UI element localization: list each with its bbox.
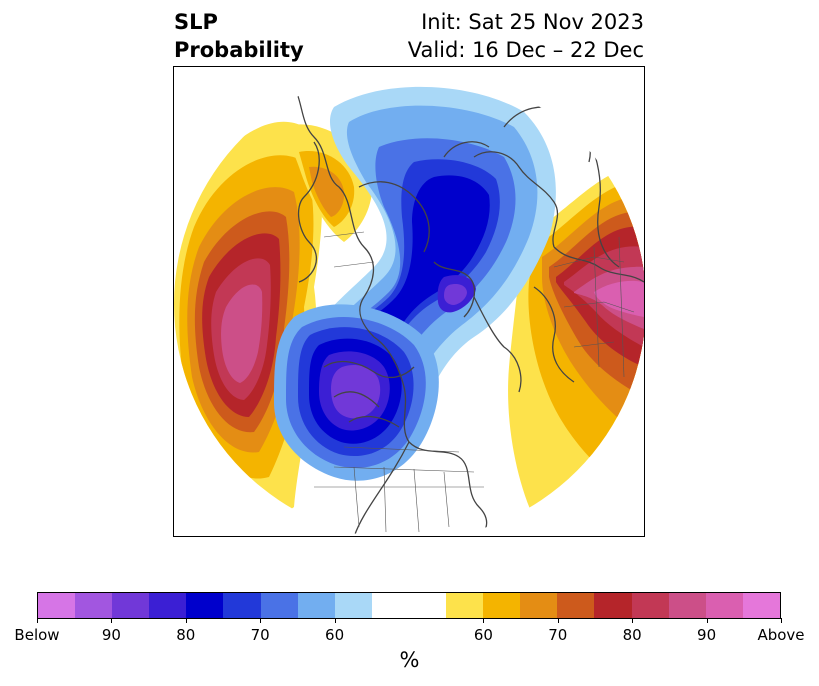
colorbar-below-swatch-4: [186, 593, 224, 618]
map-canvas: [174, 68, 644, 536]
variable-label: SLP: [174, 10, 218, 34]
colorbar-tick-mark: [37, 618, 38, 623]
colorbar-tick-label: 80: [176, 626, 196, 644]
colorbar-below-swatch-0: [38, 593, 76, 618]
colorbar-tick-label: Above: [757, 626, 805, 644]
colorbar-above-swatch-3: [557, 593, 595, 618]
chart-title-right: Init: Sat 25 Nov 2023 Valid: 16 Dec – 22…: [408, 8, 644, 64]
colorbar-tick-mark: [334, 618, 336, 623]
colorbar-above-swatch-7: [705, 593, 743, 618]
colorbar-above-swatch-6: [668, 593, 706, 618]
colorbar-tick-mark: [260, 618, 262, 623]
colorbar-below-swatch-5: [223, 593, 261, 618]
colorbar-tick-mark: [706, 618, 708, 623]
colorbar-above-swatch-8: [742, 593, 780, 618]
polar-map: [173, 66, 645, 537]
colorbar-tick-mark: [483, 618, 485, 623]
colorbar-tick-labels: Below 90 80 70 60 60 70 80 90 Above: [0, 626, 819, 648]
colorbar-tick-label: Below: [14, 626, 60, 644]
colorbar-tick-mark: [111, 618, 113, 623]
probability-field: [174, 68, 644, 536]
colorbar-below-swatch-2: [112, 593, 150, 618]
colorbar-neutral-swatch: [371, 593, 447, 618]
colorbar-tick-mark: [632, 618, 634, 623]
init-date: Init: Sat 25 Nov 2023: [421, 10, 644, 34]
colorbar-tick-label: 90: [697, 626, 717, 644]
colorbar-below-swatch-1: [75, 593, 113, 618]
colorbar-tick-label: 70: [250, 626, 270, 644]
colorbar: [37, 592, 781, 619]
colorbar-above-swatch-2: [520, 593, 558, 618]
valid-range: Valid: 16 Dec – 22 Dec: [407, 38, 644, 62]
colorbar-tick-mark: [185, 618, 187, 623]
colorbar-tick-label: 90: [101, 626, 121, 644]
colorbar-tick-label: 80: [622, 626, 642, 644]
colorbar-tick-label: 60: [473, 626, 493, 644]
colorbar-above-swatch-0: [446, 593, 484, 618]
colorbar-unit: %: [399, 648, 420, 672]
colorbar-below-swatch-8: [334, 593, 372, 618]
political-borders: [314, 231, 635, 533]
colorbar-tick-label: 70: [548, 626, 568, 644]
colorbar-tick-mark: [557, 618, 559, 623]
colorbar-tick-label: 60: [325, 626, 345, 644]
metric-label: Probability: [174, 38, 304, 62]
colorbar-below-swatch-7: [297, 593, 335, 618]
colorbar-above-swatch-1: [483, 593, 521, 618]
colorbar-above-swatch-4: [594, 593, 632, 618]
colorbar-above-swatch-5: [631, 593, 669, 618]
colorbar-below-swatch-3: [149, 593, 187, 618]
chart-title-left: SLP Probability: [174, 8, 304, 64]
colorbar-below-swatch-6: [260, 593, 298, 618]
colorbar-tick-mark: [781, 618, 782, 623]
